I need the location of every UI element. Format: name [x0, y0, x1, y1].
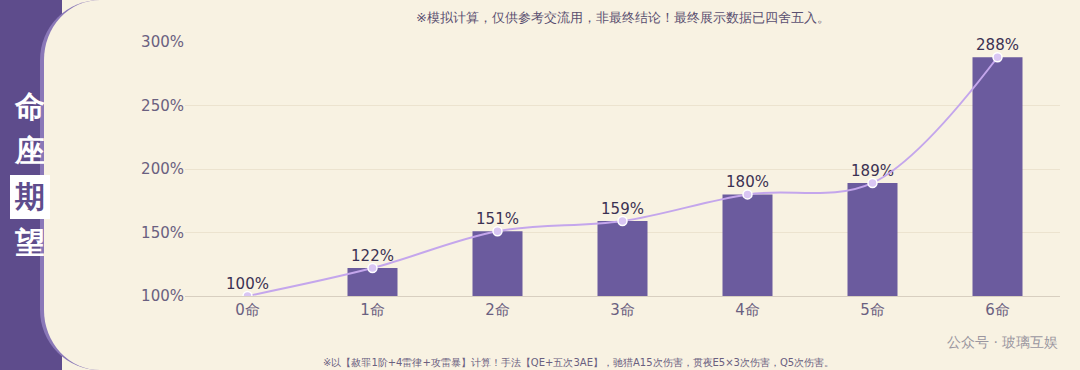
html-text:座: 座 [15, 133, 45, 168]
svg-text:3命: 3命 [610, 301, 635, 319]
svg-text:4命: 4命 [735, 301, 760, 319]
svg-text:公众号 · 玻璃互娱: 公众号 · 玻璃互娱 [947, 334, 1058, 350]
svg-text:0命: 0命 [235, 301, 260, 319]
svg-text:1命: 1命 [360, 301, 385, 319]
svg-text:300%: 300% [141, 33, 184, 51]
svg-text:189%: 189% [851, 162, 894, 180]
svg-text:288%: 288% [976, 36, 1019, 54]
html-text:命: 命 [15, 89, 45, 124]
svg-text:151%: 151% [476, 210, 519, 228]
svg-text:122%: 122% [351, 247, 394, 265]
svg-text:200%: 200% [141, 160, 184, 178]
svg-text:100%: 100% [226, 275, 269, 293]
svg-text:5命: 5命 [860, 301, 885, 319]
svg-text:250%: 250% [141, 97, 184, 115]
svg-text:159%: 159% [601, 200, 644, 218]
html-text:期: 期 [15, 179, 45, 214]
svg-text:180%: 180% [726, 173, 769, 191]
svg-text:150%: 150% [141, 224, 184, 242]
html-text:望: 望 [15, 225, 45, 260]
svg-text:6命: 6命 [985, 301, 1010, 319]
svg-text:※模拟计算，仅供参考交流用，非最终结论！最终展示数据已四舍五: ※模拟计算，仅供参考交流用，非最终结论！最终展示数据已四舍五入。 [416, 10, 830, 25]
svg-text:2命: 2命 [485, 301, 510, 319]
svg-text:※以【赦罪1阶+4雷律+攻雷暴】计算！手法【QE+五次3AE: ※以【赦罪1阶+4雷律+攻雷暴】计算！手法【QE+五次3AE】，驰猎A15次伤害… [323, 357, 834, 368]
svg-text:100%: 100% [141, 287, 184, 305]
